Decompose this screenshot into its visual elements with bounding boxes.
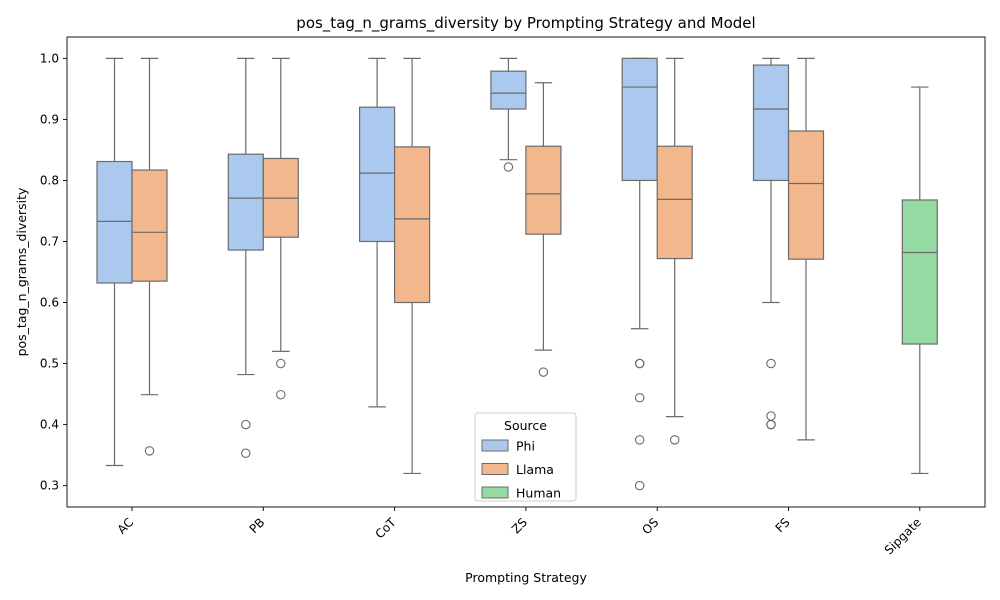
box-phi-zs [490,57,527,172]
iqr-box [131,169,168,282]
outlier-point [241,419,251,430]
box-llama-cot [394,57,431,475]
plot-area [96,57,938,491]
outlier-point [241,448,251,459]
y-tick-label: 0.8 [40,173,59,187]
iqr-box [787,130,825,260]
iqr-box [359,106,396,243]
outlier-point [669,435,680,445]
y-tick-label: 0.6 [40,296,59,310]
box-llama-fs [787,57,825,441]
x-axis-label: Prompting Strategy [465,570,587,585]
iqr-box [96,160,133,284]
box-phi-fs [752,57,790,430]
box-phi-cot [359,57,396,408]
y-tick-label: 0.9 [40,112,59,126]
outlier-point [276,358,286,369]
iqr-box [490,70,527,110]
outlier-point [766,419,776,430]
iqr-box [227,153,264,251]
y-tick-label: 0.5 [40,357,59,371]
outlier-point [276,389,286,400]
legend-label-human: Human [516,486,561,501]
iqr-box [901,199,938,345]
outlier-point [144,446,155,456]
y-axis-label: pos_tag_n_grams_diversity [14,187,29,356]
iqr-box [656,145,693,260]
y-tick-label: 0.7 [40,234,59,248]
box-llama-pb [262,57,299,400]
legend-label-phi: Phi [516,439,535,454]
iqr-box [525,145,562,235]
iqr-box [621,57,658,182]
outlier-point [766,358,776,369]
legend-label-llama: Llama [516,462,554,477]
outlier-point [634,392,645,403]
y-tick-label: 0.4 [40,418,59,432]
legend: Source Phi Llama Human [474,412,577,502]
chart-title: pos_tag_n_grams_diversity by Prompting S… [296,14,755,33]
outlier-point [634,480,645,491]
y-tick-label: 0.3 [40,479,59,493]
outlier-point [634,435,645,445]
iqr-box [752,64,790,182]
outlier-point [538,367,549,377]
outlier-point [503,162,514,172]
box-llama-os [656,57,693,445]
box-phi-os [621,57,658,491]
box-llama-ac [131,57,168,456]
box-llama-zs [525,82,562,377]
box-human-sipgate [901,86,938,475]
legend-swatch-phi [481,439,509,452]
outlier-point [634,358,645,369]
iqr-box [394,146,431,304]
box-phi-pb [227,57,264,459]
legend-title: Source [504,418,547,433]
y-tick-label: 1.0 [40,51,59,65]
legend-swatch-llama [481,463,509,475]
box-phi-ac [96,57,133,467]
legend-frame [474,412,577,502]
y-axis: 0.3 0.4 0.5 0.6 0.7 0.8 0.9 1.0 [40,51,67,493]
legend-swatch-human [481,486,509,499]
